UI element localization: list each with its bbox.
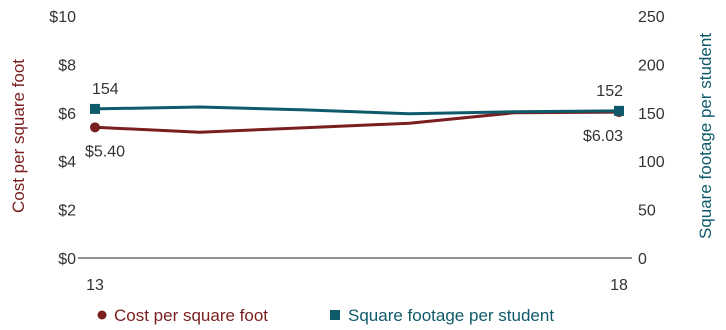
legend: Cost per square foot Square footage per … bbox=[97, 306, 554, 325]
data-label-sqft-start: 154 bbox=[92, 81, 119, 98]
data-label-sqft-end: 152 bbox=[596, 83, 623, 100]
series-marker-cost bbox=[90, 122, 100, 133]
x-axis-tick: 18 bbox=[610, 277, 628, 294]
x-axis-tick: 13 bbox=[86, 277, 104, 294]
legend-marker-cost bbox=[97, 310, 107, 320]
left-axis-tick: $0 bbox=[58, 251, 76, 268]
right-axis-title: Square footage per student bbox=[696, 33, 715, 239]
left-axis-tick: $6 bbox=[58, 106, 76, 123]
left-axis-tick: $4 bbox=[58, 154, 76, 171]
series-marker-sqft bbox=[614, 105, 624, 116]
right-axis-tick: 0 bbox=[638, 251, 647, 268]
left-axis-tick: $2 bbox=[58, 203, 76, 220]
left-axis-tick: $10 bbox=[49, 9, 76, 26]
right-axis-tick: 50 bbox=[638, 203, 656, 220]
series-marker-sqft bbox=[90, 103, 100, 114]
left-axis-tick: $8 bbox=[58, 57, 76, 74]
data-labels: 154 152 $5.40 $6.03 bbox=[85, 81, 623, 160]
right-axis-tick: 150 bbox=[638, 106, 665, 123]
left-axis-title: Cost per square foot bbox=[9, 59, 28, 213]
series-line-sqft bbox=[94, 105, 620, 116]
axis-ticks: $0 $2 $4 $6 $8 $10 0 50 100 150 200 250 13 18 bbox=[49, 9, 665, 294]
legend-label-cost: Cost per square foot bbox=[114, 306, 268, 325]
data-label-cost-end: $6.03 bbox=[583, 128, 623, 145]
series-layer bbox=[90, 103, 624, 134]
data-label-cost-start: $5.40 bbox=[85, 143, 125, 160]
right-axis-tick: 200 bbox=[638, 57, 665, 74]
right-axis-tick: 250 bbox=[638, 9, 665, 26]
series-line-cost bbox=[94, 110, 620, 134]
legend-marker-sqft bbox=[330, 310, 340, 320]
right-axis-tick: 100 bbox=[638, 154, 665, 171]
legend-label-sqft: Square footage per student bbox=[348, 306, 554, 325]
